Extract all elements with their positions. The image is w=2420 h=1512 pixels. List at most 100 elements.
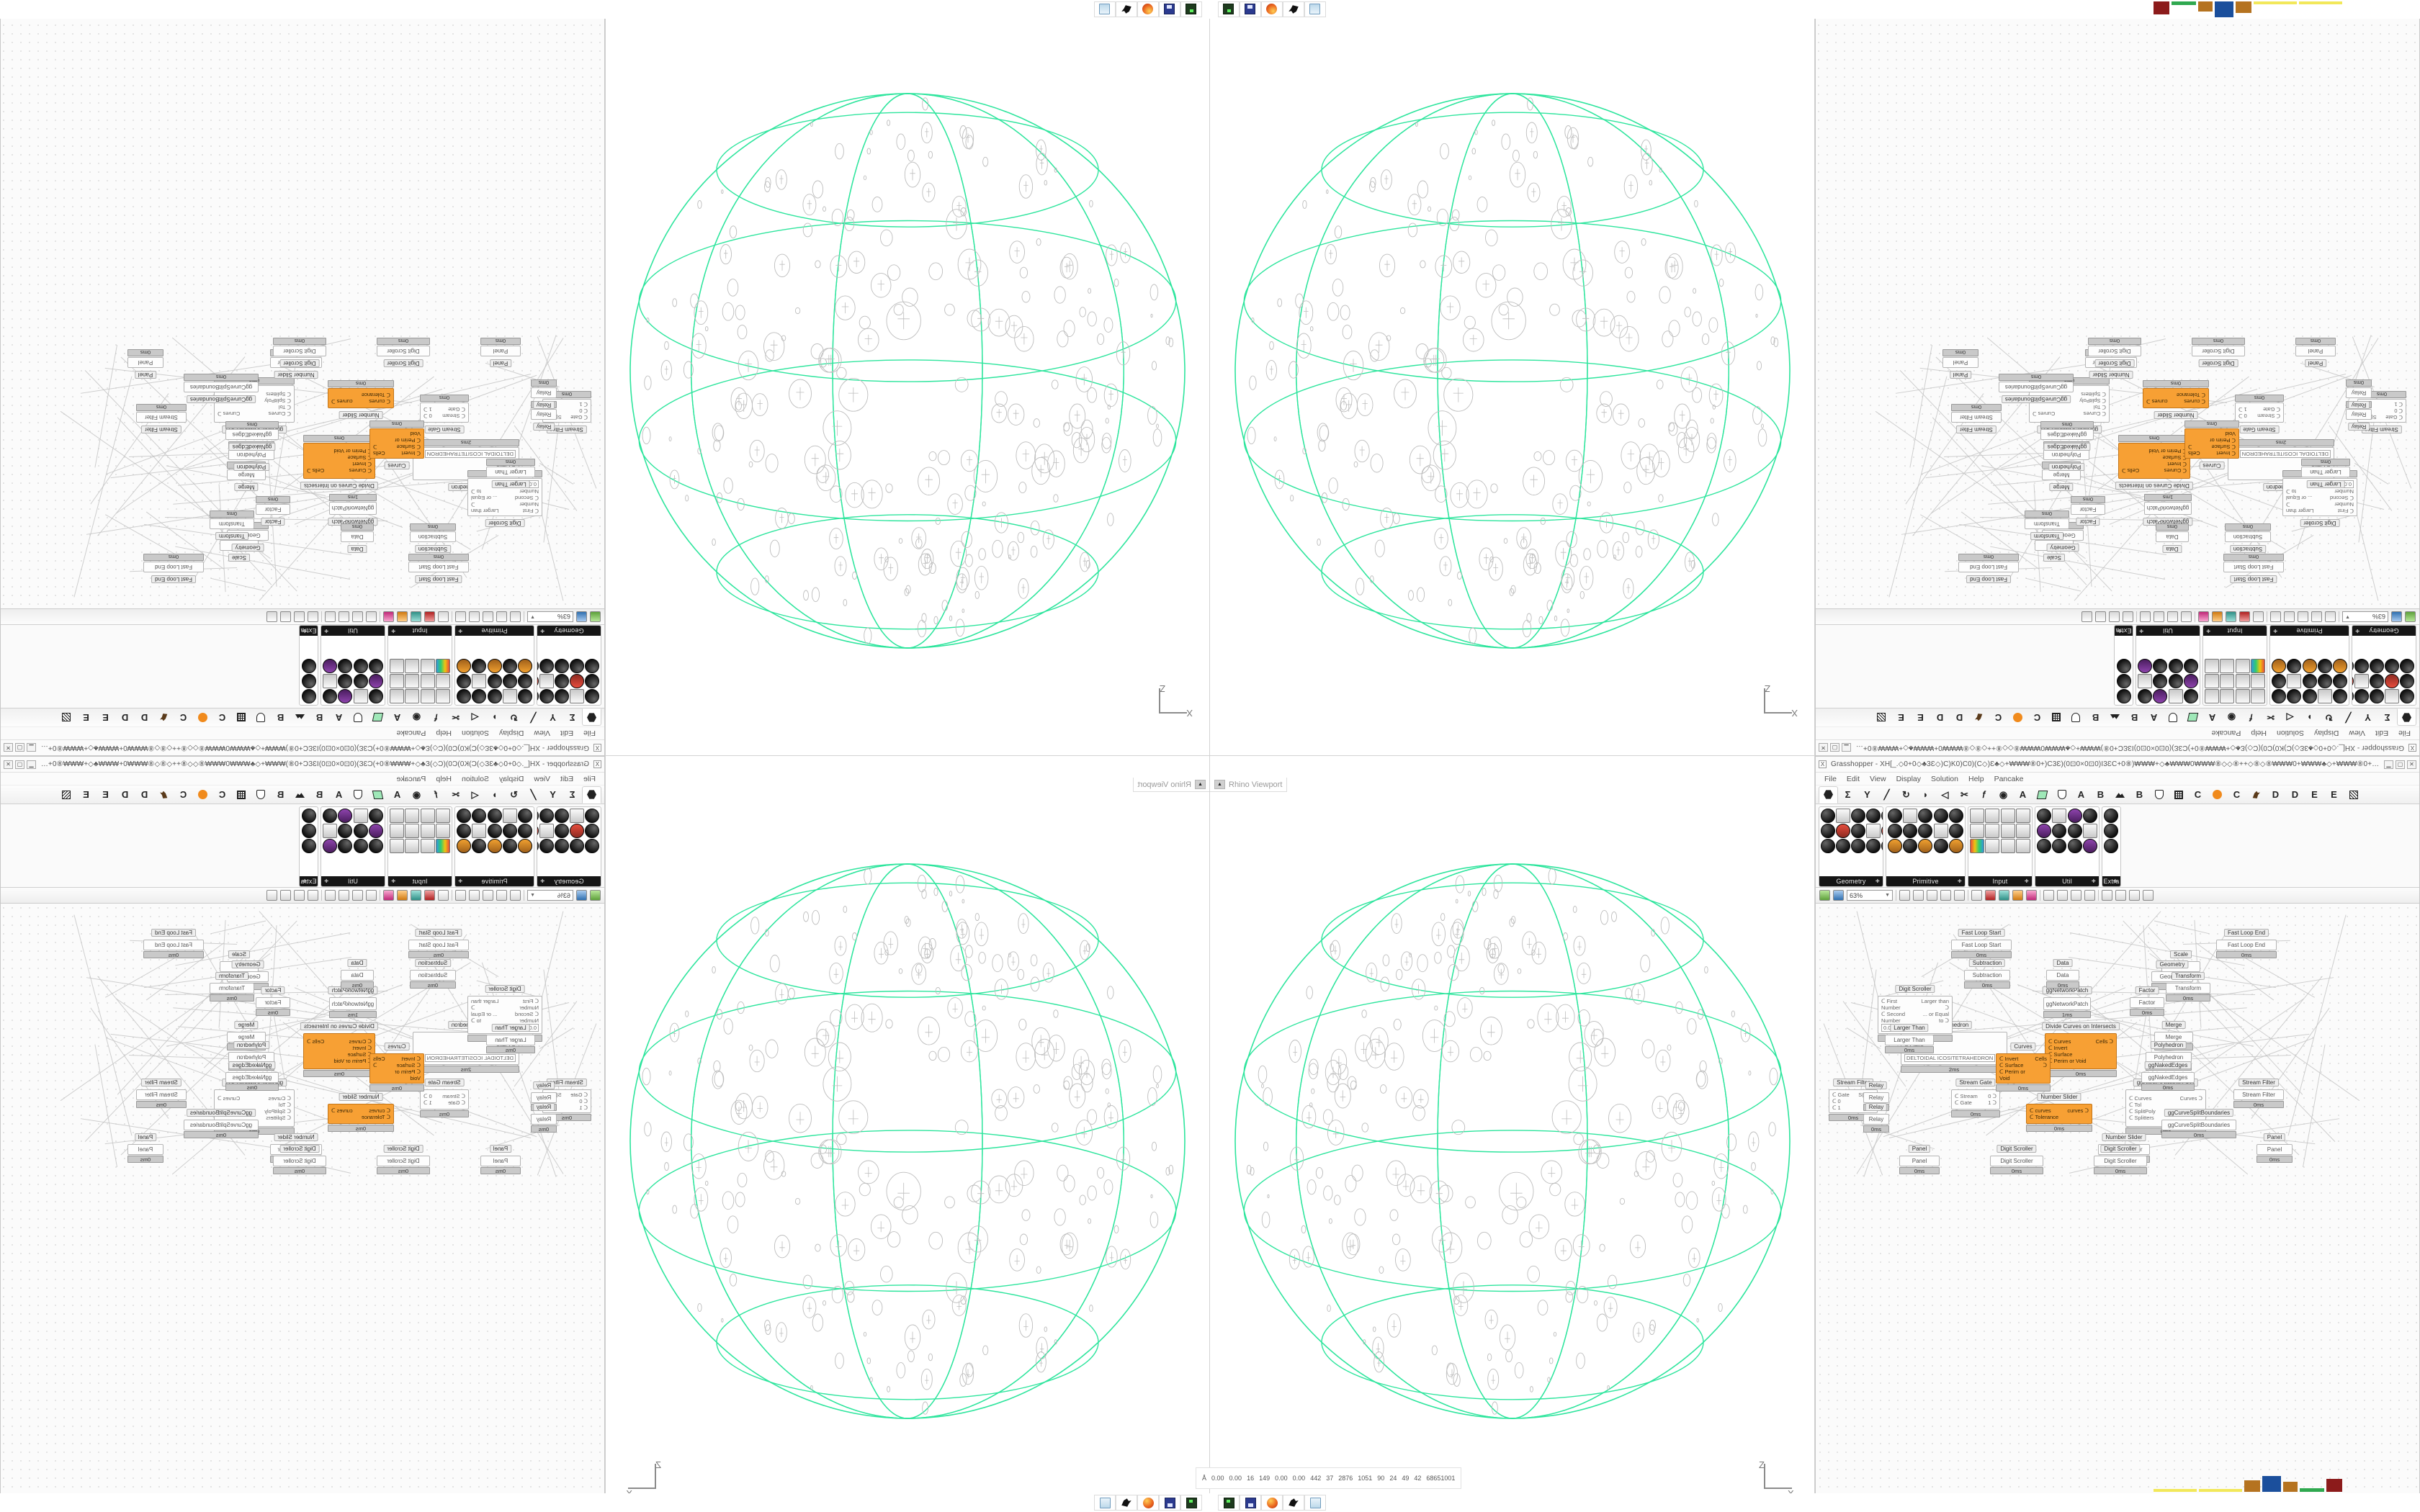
- gh-component[interactable]: Relay Relay 0ms: [531, 1103, 557, 1133]
- ribbon-tab-display[interactable]: ◉: [1994, 786, 2013, 804]
- ribbon-icon[interactable]: [518, 659, 532, 673]
- component-body[interactable]: ᑕ First Number ᑕ Second Number 0.0 Larger t…: [1878, 996, 1953, 1034]
- help-icon[interactable]: [397, 611, 408, 622]
- gha-icon[interactable]: [2253, 611, 2264, 622]
- maximize-button[interactable]: ▢: [2396, 760, 2405, 769]
- ribbon-icon[interactable]: [502, 659, 517, 673]
- ribbon-tab-display[interactable]: ◉: [407, 786, 426, 804]
- mat1-icon[interactable]: [308, 611, 318, 622]
- output-port[interactable]: ... or Equal to ᑐ: [2286, 488, 2313, 501]
- bulb-icon[interactable]: [383, 890, 394, 901]
- ribbon-tab-maths[interactable]: Σ: [563, 786, 582, 804]
- search-icon[interactable]: [411, 890, 421, 901]
- ribbon-tab-maths[interactable]: Σ: [1838, 786, 1857, 804]
- ribbon-icon[interactable]: [487, 809, 502, 823]
- ribbon-icon[interactable]: [369, 659, 383, 673]
- input-port[interactable]: ᑕ First Number: [519, 501, 539, 514]
- ribbon-tab-tab-e2[interactable]: E: [2324, 786, 2344, 804]
- input-port[interactable]: ᑕ 0: [579, 408, 588, 414]
- ribbon-icon[interactable]: [2082, 809, 2097, 823]
- ribbon-icon[interactable]: [2302, 689, 2317, 703]
- ribbon-icon[interactable]: [2251, 659, 2265, 673]
- ribbon-icon[interactable]: [585, 824, 599, 838]
- menu-view[interactable]: View: [1870, 774, 1886, 783]
- gh-component[interactable]: Data Data 0ms: [341, 959, 374, 989]
- component-value[interactable]: DELTOIDAL ICOSITETRAHEDRON: [424, 1054, 516, 1062]
- input-port[interactable]: ᑕ Second Number: [2330, 488, 2354, 501]
- ribbon-tab-strip[interactable]: Σ Y ╱ ↻ ◗ ◁ ✂ 𝑓 ◉ A A B B C C D D E E: [1, 786, 604, 804]
- gh-component[interactable]: Digit Scroller Digit Scroller 0ms: [273, 1145, 326, 1174]
- window-titlebar[interactable]: X Grasshopper - XH[_.◇0+0◇♣3Ɛ◇)C)K0)C0)(C…: [1, 739, 604, 755]
- input-port[interactable]: ᑕ Tol: [2093, 404, 2106, 410]
- ribbon-tab-tab-c1[interactable]: C: [2027, 709, 2047, 726]
- ribbon-icon[interactable]: [302, 809, 316, 823]
- ribbon-icon[interactable]: [457, 839, 472, 853]
- component-body[interactable]: Transform: [210, 518, 254, 529]
- gh-component[interactable]: ggNakedEdges ggNakedEdges 0ms: [225, 421, 279, 451]
- ribbon-icon[interactable]: [2082, 839, 2097, 853]
- input-port[interactable]: ᑕ SplitPoly: [2079, 397, 2106, 404]
- ribbon-tab-tab-e2[interactable]: E: [76, 786, 96, 804]
- output-port[interactable]: Cells ᑐ: [2122, 467, 2140, 474]
- taskbar-top[interactable]: [0, 0, 2420, 19]
- ribbon-icon[interactable]: [390, 674, 405, 688]
- input-port[interactable]: ᑕ Perim or Void: [333, 448, 372, 454]
- input-port[interactable]: ᑕ 1: [2394, 401, 2403, 408]
- input-port[interactable]: ᑕ 0: [1832, 1098, 1841, 1104]
- ribbon-icon[interactable]: [1866, 839, 1881, 853]
- ribbon-tab-surface[interactable]: ◗: [2300, 709, 2319, 726]
- ribbon-icon[interactable]: [436, 689, 450, 703]
- ribbon-icon[interactable]: [2352, 689, 2354, 703]
- input-port[interactable]: ᑕ Tol: [2129, 1102, 2142, 1108]
- taskbar-button[interactable]: [1094, 1, 1116, 17]
- ribbon-tab-tab-cloud[interactable]: [349, 786, 368, 804]
- cluster-icon[interactable]: [2043, 890, 2054, 901]
- component-body[interactable]: ᑕ curves ᑕ Tolerance curves ᑐ: [2143, 388, 2209, 408]
- ribbon-tab-intersect[interactable]: ✂: [2261, 709, 2280, 726]
- input-port[interactable]: ᑕ Invert: [2167, 461, 2187, 467]
- gh-component[interactable]: Panel Panel 0ms: [2295, 338, 2336, 367]
- ribbon-icon[interactable]: [539, 659, 554, 673]
- ribbon-icon[interactable]: [585, 689, 599, 703]
- grasshopper-canvas[interactable]: Polyhedronᑕ Nameᑕ Planeᑕ ScaleDELTOIDAL …: [1, 904, 604, 1497]
- menu-help[interactable]: Help: [2251, 729, 2267, 738]
- ribbon-tab-mesh[interactable]: ◁: [465, 786, 485, 804]
- close-button[interactable]: ✕: [4, 743, 13, 752]
- input-port[interactable]: ᑕ Perim or Void: [395, 431, 421, 444]
- ribbon-icon[interactable]: [472, 809, 487, 823]
- ribbon-icon[interactable]: [555, 839, 569, 853]
- search-icon[interactable]: [411, 611, 421, 622]
- ribbon-tab-tab-a2[interactable]: A: [329, 709, 349, 726]
- gh-component[interactable]: Data Data 0ms: [2156, 523, 2189, 553]
- component-value[interactable]: DELTOIDAL ICOSITETRAHEDRON: [1904, 1054, 1996, 1062]
- shade3-icon[interactable]: [2140, 611, 2151, 622]
- bulb-icon[interactable]: [383, 611, 394, 622]
- ribbon-icon[interactable]: [487, 824, 502, 838]
- ribbon-icon[interactable]: [1888, 809, 1902, 823]
- close-button[interactable]: ✕: [2407, 760, 2416, 769]
- ribbon-icon[interactable]: [1985, 839, 2000, 853]
- gh-component[interactable]: Fast Loop End Fast Loop End 0ms: [143, 554, 204, 583]
- gh-component[interactable]: Digit Scroller Digit Scroller 0ms: [377, 338, 430, 367]
- ribbon-tab-curve[interactable]: ↻: [2319, 709, 2339, 726]
- preview-toggle-icon[interactable]: [2311, 611, 2322, 622]
- ribbon-icon[interactable]: [2104, 839, 2118, 853]
- ribbon-icon[interactable]: [436, 839, 450, 853]
- component-body[interactable]: Stream Filter: [136, 1089, 187, 1100]
- ribbon-icon[interactable]: [555, 674, 569, 688]
- at-sign-icon[interactable]: [1954, 890, 1965, 901]
- input-port[interactable]: ᑕ Tolerance: [2030, 1114, 2059, 1120]
- gh-component[interactable]: Transform Transform 0ms: [210, 510, 254, 540]
- ribbon-icon[interactable]: [353, 659, 368, 673]
- ribbon-tab-display[interactable]: ◉: [407, 709, 426, 726]
- ribbon-icon[interactable]: [2117, 689, 2131, 703]
- ribbon-tab-params[interactable]: [582, 786, 601, 804]
- ribbon-group-label[interactable]: Primitive ✚: [1886, 876, 1965, 886]
- ribbon-tab-intersect[interactable]: ✂: [1955, 786, 1974, 804]
- component-body[interactable]: Panel: [480, 1156, 521, 1166]
- menu-solution[interactable]: Solution: [462, 729, 489, 738]
- component-body[interactable]: Digit Scroller: [2088, 346, 2141, 356]
- cluster-icon[interactable]: [366, 890, 377, 901]
- sketch-icon[interactable]: [2239, 611, 2250, 622]
- ribbon-icon[interactable]: [472, 689, 487, 703]
